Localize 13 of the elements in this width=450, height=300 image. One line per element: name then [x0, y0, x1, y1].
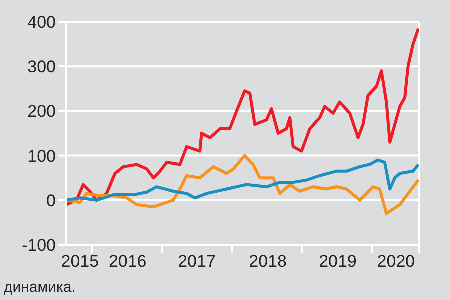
x-tick-label: 2018 [249, 252, 287, 271]
y-tick-label: -100 [22, 236, 56, 256]
x-tick-label: 2020 [377, 252, 416, 271]
x-tick-label: 2017 [178, 252, 216, 271]
text: динамика. [4, 279, 76, 296]
y-tick-label: 300 [28, 58, 56, 77]
y-tick-label: 200 [28, 102, 56, 122]
x-tick-label: 2019 [319, 252, 357, 271]
x-tick-label: 2016 [108, 252, 147, 271]
y-tick-label: 0 [46, 191, 56, 210]
y-tick-label: 400 [28, 13, 56, 32]
x-tick-label: 2015 [61, 252, 100, 271]
y-tick-label: 100 [28, 146, 56, 166]
